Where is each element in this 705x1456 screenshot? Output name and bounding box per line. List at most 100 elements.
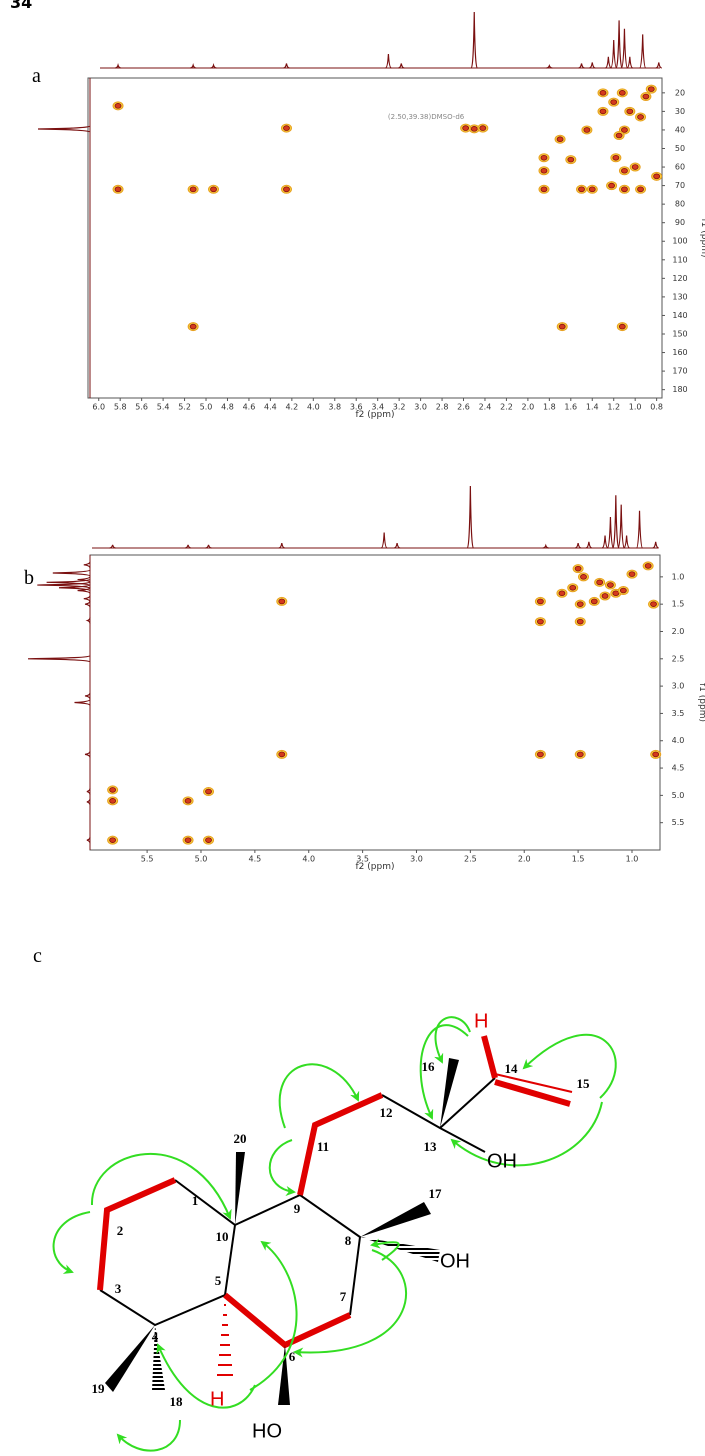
contour-inner — [114, 186, 122, 193]
contour-inner — [619, 587, 627, 594]
contour-inner — [647, 86, 655, 92]
wedge — [440, 1058, 459, 1128]
hmbc-arrow — [434, 1016, 471, 1064]
y-tick-label: 150 — [672, 330, 687, 339]
y-tick-label: 140 — [672, 311, 687, 320]
y-tick-label: 5.5 — [672, 818, 685, 827]
hmbc-arrow — [522, 1033, 617, 1099]
cross-peak — [565, 155, 577, 165]
atom-number: 16 — [422, 1059, 436, 1074]
x-tick-label: 5.2 — [178, 403, 191, 412]
atom-number: 1 — [192, 1193, 199, 1208]
cross-peak — [107, 796, 119, 806]
spectrum-peak — [601, 535, 609, 549]
spectrum-peak — [620, 28, 629, 69]
y-tick-label: 160 — [672, 348, 687, 357]
x-tick-label: 1.2 — [607, 403, 620, 412]
cross-peak — [606, 181, 618, 191]
spectrum-peak — [380, 532, 388, 549]
cross-peak — [650, 749, 662, 759]
x-tick-label: 2.0 — [518, 855, 531, 864]
contour-inner — [615, 132, 623, 139]
panel-label: b — [24, 567, 34, 589]
cross-peak — [624, 106, 636, 116]
cosy-bond — [494, 1079, 571, 1107]
atom-number: 9 — [294, 1201, 301, 1216]
contour-inner — [574, 565, 582, 572]
contour-inner — [536, 598, 544, 605]
contour-inner — [558, 590, 566, 597]
cross-peak — [112, 184, 124, 194]
cross-peak — [460, 123, 472, 133]
cross-peak — [604, 580, 616, 590]
cross-peak — [613, 131, 625, 141]
x-tick-label: 4.5 — [248, 855, 261, 864]
x-tick-label: 1.8 — [543, 403, 556, 412]
spectrum-peak — [27, 655, 91, 663]
cross-peak — [640, 92, 652, 102]
cross-peak — [182, 835, 194, 845]
contour-inner — [637, 186, 644, 193]
atom-number: 18 — [170, 1394, 184, 1409]
spectrum-peak — [74, 699, 91, 706]
spectrum-peak — [84, 798, 91, 805]
contour-inner — [470, 126, 478, 132]
cross-peak — [651, 171, 663, 181]
contour-inner — [618, 323, 626, 330]
x-tick-label: 4.0 — [302, 855, 315, 864]
wedge — [105, 1325, 155, 1392]
contour-inner — [588, 186, 596, 193]
contour-inner — [578, 186, 585, 193]
spectrum-peak — [37, 581, 91, 589]
y-tick-label: 170 — [672, 367, 687, 376]
cross-peak — [574, 599, 586, 609]
y-tick-label: 1.5 — [672, 600, 685, 609]
wedge — [360, 1202, 431, 1237]
hmbc-arrow — [116, 1419, 181, 1452]
spectrum-peak — [77, 587, 91, 594]
atom-number: 3 — [115, 1281, 122, 1296]
cross-peak — [635, 184, 647, 194]
spectrum-peak — [205, 542, 212, 549]
x-tick-label: 4.0 — [307, 403, 320, 412]
cross-peak — [577, 572, 589, 582]
contour-inner — [628, 571, 636, 577]
spectrum-peak — [542, 543, 549, 549]
spectrum-peak — [626, 56, 633, 69]
contour-inner — [576, 601, 584, 607]
contour-inner — [278, 598, 286, 605]
spectrum-peak — [84, 601, 91, 608]
spectrum-peak — [394, 542, 401, 549]
cross-peak — [534, 596, 546, 606]
x-tick-label: 3.0 — [410, 855, 423, 864]
page-number: 34 — [10, 0, 32, 12]
atom-number: 11 — [317, 1139, 329, 1154]
hmbc-arrow — [156, 1343, 256, 1409]
hashed-wedge — [152, 1325, 165, 1390]
x-tick-label: 3.8 — [328, 403, 341, 412]
y-tick-label: 130 — [672, 292, 687, 301]
spectrum-peak — [470, 11, 478, 69]
cross-peak — [642, 561, 654, 571]
spectrum-peak — [37, 125, 91, 133]
contour-inner — [210, 186, 217, 193]
spectrum-peak — [84, 692, 91, 700]
contour-inner — [644, 563, 652, 569]
x-tick-label: 5.0 — [200, 403, 213, 412]
contour-inner — [599, 108, 607, 115]
y-axis-label: f1 (ppm) — [697, 683, 705, 722]
spectrum-peak — [589, 62, 596, 69]
x-axis-label: f2 (ppm) — [356, 862, 395, 872]
atom-label: OH — [440, 1250, 470, 1272]
plot-frame — [89, 554, 661, 851]
atom-number: 4 — [152, 1329, 159, 1344]
contour-inner — [652, 751, 660, 758]
x-tick-label: 4.8 — [221, 403, 234, 412]
cross-peak — [208, 184, 220, 194]
x-tick-label: 3.6 — [350, 403, 363, 412]
spectrum-peak — [610, 39, 618, 69]
cross-peak — [597, 106, 609, 116]
hmbc-arrow — [90, 1152, 232, 1220]
atom-label: H — [210, 1388, 224, 1410]
cross-peak — [597, 88, 609, 98]
